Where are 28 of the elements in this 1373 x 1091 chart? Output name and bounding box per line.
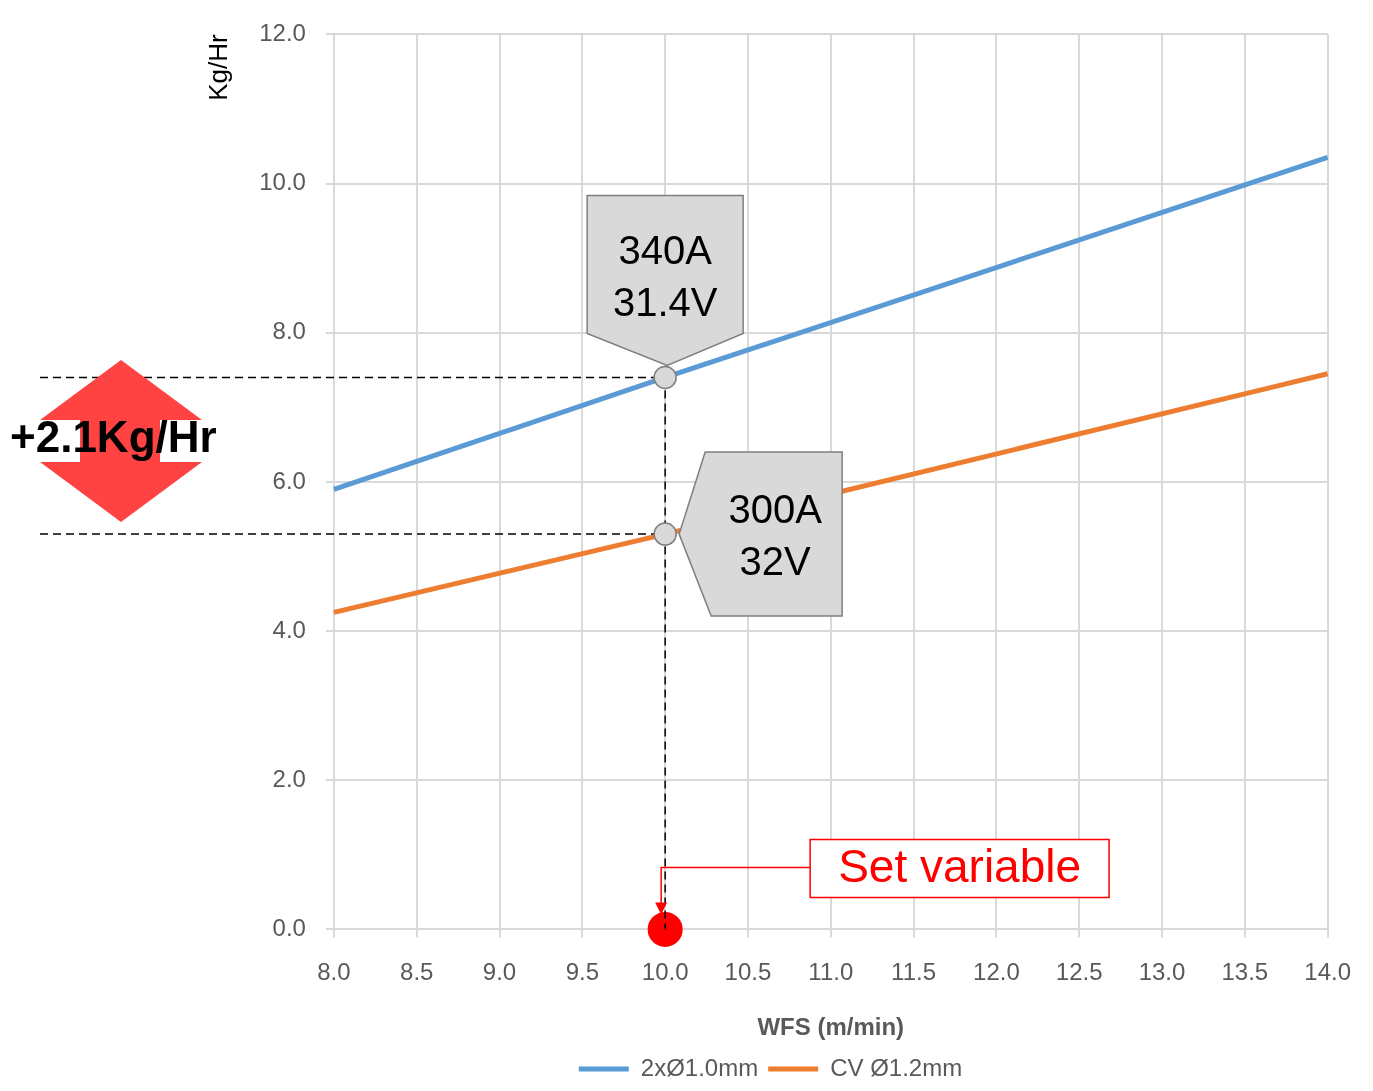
x-tick-label: 10.5 — [724, 958, 772, 986]
x-axis-title: WFS (m/min) — [757, 1013, 905, 1041]
x-tick-label: 9.0 — [482, 958, 517, 986]
x-tick-label: 11.5 — [891, 958, 937, 986]
x-tick-label: 10.0 — [641, 958, 689, 986]
x-tick-label: 13.5 — [1221, 958, 1269, 986]
annotation: Set variable — [838, 840, 1082, 893]
y-tick-label: 2.0 — [272, 764, 306, 792]
x-tick-label: 14.0 — [1304, 958, 1351, 986]
y-tick-label: 4.0 — [272, 615, 306, 643]
legend-label: CV Ø1.2mm — [830, 1053, 963, 1081]
annotation: 300A 32V — [728, 487, 823, 584]
y-tick-label: 0.0 — [272, 914, 306, 942]
y-tick-label: 12.0 — [259, 19, 306, 47]
x-tick-label: 8.5 — [400, 958, 434, 986]
legend-label: 2xØ1.0mm — [640, 1053, 759, 1081]
y-tick-label: 8.0 — [272, 317, 306, 345]
x-tick-label: 13.0 — [1138, 958, 1186, 986]
y-tick-label: 10.0 — [259, 168, 306, 196]
annotation: 340A 31.4V — [612, 227, 718, 324]
x-tick-label: 11.0 — [808, 958, 854, 986]
y-tick-label: 6.0 — [272, 466, 306, 494]
x-tick-label: 9.5 — [565, 958, 600, 986]
x-tick-label: 12.5 — [1055, 958, 1103, 986]
y-axis-title: Kg/Hr — [202, 34, 233, 101]
point — [647, 911, 683, 947]
x-tick-label: 8.0 — [317, 958, 351, 986]
x-tick-label: 12.0 — [973, 958, 1020, 986]
